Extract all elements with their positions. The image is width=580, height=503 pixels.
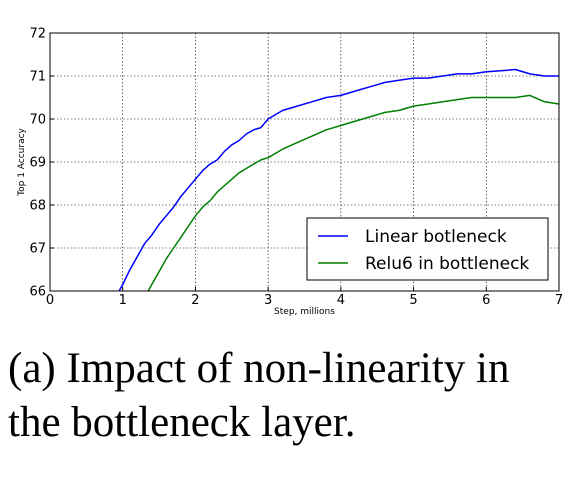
series-line-0	[118, 68, 559, 292]
y-tick-label: 72	[29, 27, 46, 42]
x-tick-label: 3	[264, 293, 272, 308]
series-line-1	[147, 94, 560, 292]
x-tick-label: 6	[482, 293, 490, 308]
caption-line-1: (a) Impact of non-linearity in	[8, 345, 510, 392]
legend-label-relu6: Relu6 in bottleneck	[365, 254, 529, 274]
x-tick-label: 0	[46, 293, 54, 308]
x-tick-label: 1	[119, 293, 127, 308]
legend-label-linear: Linear botleneck	[365, 227, 507, 247]
y-tick-label: 66	[29, 285, 46, 300]
figure-caption: (a) Impact of non-linearity in the bottl…	[8, 342, 578, 450]
x-axis-label: Step, millions	[274, 307, 335, 317]
x-tick-label: 7	[555, 293, 563, 308]
series-lines	[118, 68, 560, 292]
y-tick-label: 67	[29, 242, 46, 257]
y-tick-label: 71	[29, 70, 46, 85]
x-tick-label: 4	[337, 293, 345, 308]
y-tick-label: 68	[29, 199, 46, 214]
legend: Linear botleneck Relu6 in bottleneck	[306, 217, 549, 281]
x-tick-label: 2	[191, 293, 199, 308]
y-tick-label: 70	[29, 113, 46, 128]
x-tick-label: 5	[409, 293, 417, 308]
y-tick-label: 69	[29, 156, 46, 171]
legend-box	[306, 217, 549, 281]
y-axis-label: Top 1 Accuracy	[17, 127, 27, 196]
caption-line-2: the bottleneck layer.	[8, 399, 356, 446]
